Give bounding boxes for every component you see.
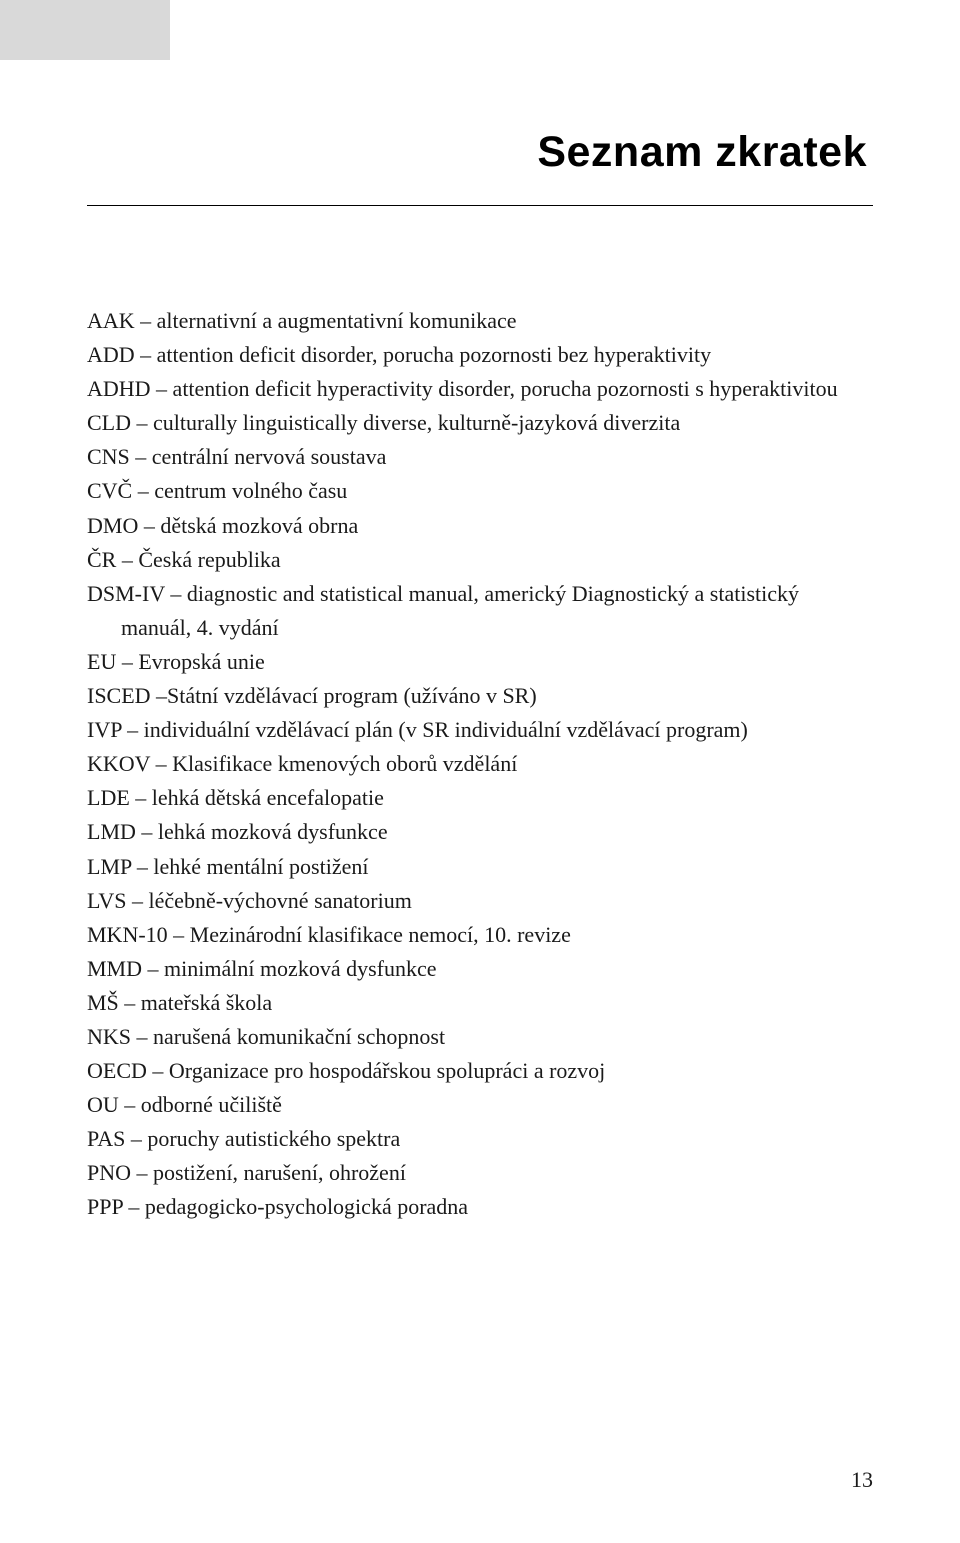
abbrev-item: CNS – centrální nervová soustava [87,440,873,474]
abbrev-item: ISCED –Státní vzdělávací program (užíván… [87,679,873,713]
abbreviation-list: AAK – alternativní a augmentativní komun… [87,304,873,1225]
abbrev-item: OECD – Organizace pro hospodářskou spolu… [87,1054,873,1088]
page-content: Seznam zkratek AAK – alternativní a augm… [0,0,960,1225]
abbrev-item: MŠ – mateřská škola [87,986,873,1020]
abbrev-item: LDE – lehká dětská encefalopatie [87,781,873,815]
title-divider [87,205,873,206]
abbrev-item: DMO – dětská mozková obrna [87,509,873,543]
abbrev-item: LMP – lehké mentální postižení [87,850,873,884]
abbrev-item: MMD – minimální mozková dysfunkce [87,952,873,986]
abbrev-item: ADHD – attention deficit hyperactivity d… [87,372,873,406]
abbrev-item: NKS – narušená komunikační schopnost [87,1020,873,1054]
abbrev-item: DSM-IV – diagnostic and statistical manu… [87,577,873,645]
abbrev-item: ČR – Česká republika [87,543,873,577]
abbrev-item: KKOV – Klasifikace kmenových oborů vzděl… [87,747,873,781]
abbrev-item: EU – Evropská unie [87,645,873,679]
page-number: 13 [851,1467,873,1493]
abbrev-item: CLD – culturally linguistically diverse,… [87,406,873,440]
abbrev-item: LMD – lehká mozková dysfunkce [87,815,873,849]
abbrev-item: PNO – postižení, narušení, ohrožení [87,1156,873,1190]
header-grey-bar [0,0,170,60]
abbrev-item: CVČ – centrum volného času [87,474,873,508]
abbrev-item: MKN-10 – Mezinárodní klasifikace nemocí,… [87,918,873,952]
abbrev-item: IVP – individuální vzdělávací plán (v SR… [87,713,873,747]
page-title: Seznam zkratek [87,128,873,177]
abbrev-item: AAK – alternativní a augmentativní komun… [87,304,873,338]
abbrev-item: OU – odborné učiliště [87,1088,873,1122]
abbrev-item: PPP – pedagogicko-psychologická poradna [87,1190,873,1224]
abbrev-item: LVS – léčebně-výchovné sanatorium [87,884,873,918]
abbrev-item: ADD – attention deficit disorder, poruch… [87,338,873,372]
abbrev-item: PAS – poruchy autistického spektra [87,1122,873,1156]
